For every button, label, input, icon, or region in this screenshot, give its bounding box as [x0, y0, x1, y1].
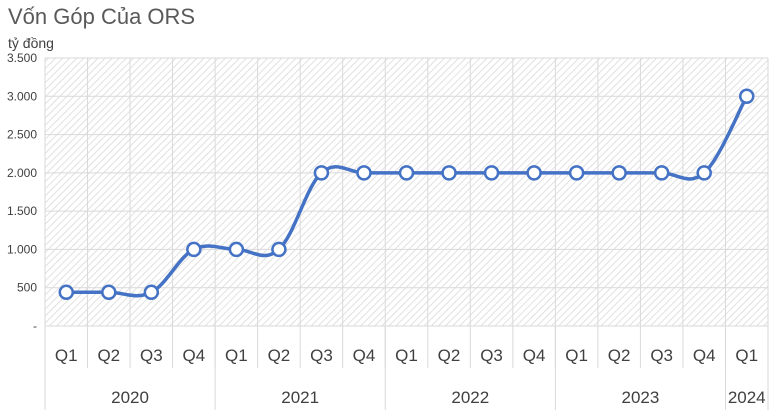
- data-point: [738, 88, 755, 105]
- data-point: [356, 165, 372, 181]
- x-tick-label: Q3: [310, 346, 333, 365]
- y-tick-label: 2.500: [7, 128, 37, 142]
- x-tick-label: Q4: [693, 346, 716, 365]
- data-point: [143, 284, 160, 301]
- x-tick-label: Q4: [183, 346, 206, 365]
- data-point: [186, 241, 202, 258]
- y-tick-label: 3.500: [7, 51, 37, 65]
- data-point: [101, 284, 117, 301]
- chart-title: Vốn Góp Của ORS: [8, 4, 196, 29]
- x-year-label: 2023: [621, 388, 659, 407]
- x-year-label: 2024: [728, 388, 766, 407]
- x-year-label: 2022: [451, 388, 489, 407]
- data-point: [313, 165, 330, 181]
- data-point: [611, 165, 627, 181]
- x-tick-label: Q1: [55, 346, 78, 365]
- data-point: [441, 165, 457, 181]
- y-tick-label: 2.000: [7, 166, 37, 180]
- x-tick-label: Q1: [395, 346, 418, 365]
- y-unit-label: tỷ đồng: [8, 35, 54, 51]
- x-tick-label: Q2: [268, 346, 291, 365]
- data-point: [398, 165, 415, 181]
- x-tick-label: Q3: [480, 346, 503, 365]
- y-tick-label: -: [33, 319, 37, 333]
- x-year-label: 2020: [111, 388, 149, 407]
- x-tick-label: Q2: [608, 346, 631, 365]
- data-point: [568, 165, 585, 181]
- x-tick-label: Q3: [140, 346, 163, 365]
- data-point: [696, 165, 712, 181]
- x-tick-label: Q2: [97, 346, 120, 365]
- x-tick-label: Q4: [523, 346, 546, 365]
- y-tick-label: 1.500: [7, 204, 37, 218]
- y-tick-label: 3.000: [7, 89, 37, 103]
- x-tick-label: Q2: [438, 346, 461, 365]
- x-tick-label: Q1: [735, 346, 758, 365]
- x-tick-label: Q1: [565, 346, 588, 365]
- x-tick-label: Q1: [225, 346, 248, 365]
- data-point: [483, 165, 500, 181]
- x-tick-label: Q3: [650, 346, 673, 365]
- y-tick-label: 500: [17, 281, 37, 295]
- x-year-label: 2021: [281, 388, 319, 407]
- y-tick-label: 1.000: [7, 242, 37, 256]
- data-point: [526, 165, 542, 181]
- data-point: [58, 284, 75, 301]
- x-tick-label: Q4: [353, 346, 376, 365]
- data-point: [653, 165, 670, 181]
- data-point: [271, 241, 287, 258]
- data-point: [228, 241, 245, 258]
